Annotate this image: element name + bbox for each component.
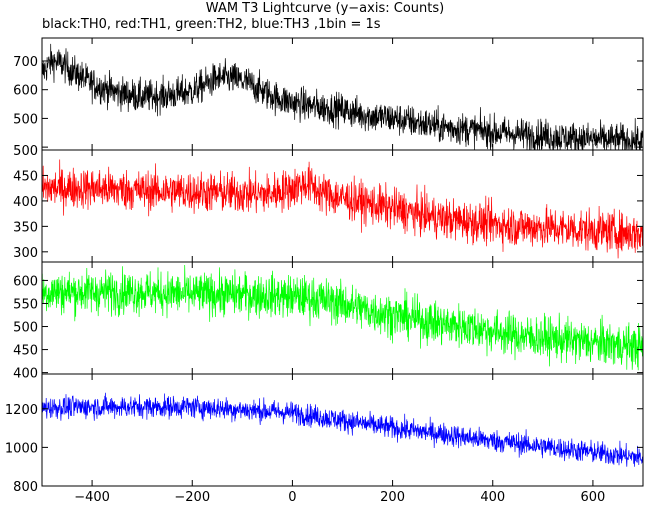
xtick-label-1: −200 <box>174 490 210 505</box>
panel-frame-1 <box>41 149 644 263</box>
ytick-label-2-1: 450 <box>13 344 38 359</box>
ytick-label-3-1: 1000 <box>5 441 38 456</box>
xtick-label-0: −400 <box>74 490 110 505</box>
series-line-3 <box>41 392 644 467</box>
xtick-label-3: 200 <box>380 490 405 505</box>
ytick-label-1-3: 450 <box>13 169 38 184</box>
ytick-label-2-4: 600 <box>13 274 38 289</box>
ytick-label-3-2: 1200 <box>5 403 38 418</box>
ytick-label-0-1: 500 <box>13 112 38 127</box>
xtick-label-2: 0 <box>288 490 296 505</box>
xtick-label-5: 600 <box>581 490 606 505</box>
ytick-label-0-2: 600 <box>13 84 38 99</box>
panel-frame-3 <box>41 373 644 487</box>
ytick-label-1-2: 400 <box>13 195 38 210</box>
ytick-label-1-1: 350 <box>13 220 38 235</box>
ytick-label-3-0: 800 <box>13 480 38 495</box>
series-line-0 <box>41 43 644 151</box>
ytick-label-1-0: 300 <box>13 246 38 261</box>
ytick-label-2-3: 550 <box>13 297 38 312</box>
ytick-label-1-4: 500 <box>13 144 38 159</box>
xtick-label-4: 400 <box>480 490 505 505</box>
ytick-label-2-0: 400 <box>13 367 38 382</box>
ytick-label-2-2: 500 <box>13 321 38 336</box>
ytick-label-0-3: 700 <box>13 55 38 70</box>
chart-title: WAM T3 Lightcurve (y−axis: Counts) <box>205 1 445 16</box>
chart-subtitle: black:TH0, red:TH1, green:TH2, blue:TH3 … <box>42 17 381 32</box>
series-line-2 <box>41 264 644 371</box>
series-line-1 <box>41 159 644 259</box>
